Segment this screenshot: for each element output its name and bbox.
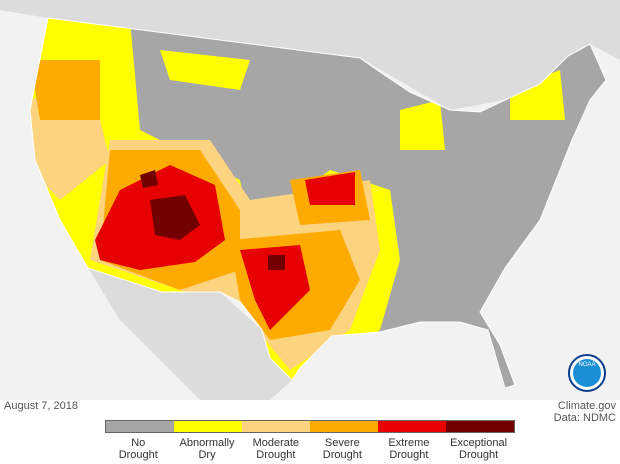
drought-area [160,50,565,150]
source: Data: NDMC [553,412,616,424]
legend-swatch [174,421,242,432]
drought-area [140,170,285,270]
canada [0,0,620,110]
legend-swatch [310,421,378,432]
legend-label: Severe Drought [322,437,362,461]
mexico [88,268,292,400]
legend-swatch [242,421,310,432]
credit: Climate.gov [557,400,616,412]
legend-labels: No Drought Abnormally Dry Moderate Drought… [105,437,515,461]
date: August 7, 2018 [4,400,79,412]
legend-label: Extreme Drought [388,437,430,461]
map: NOAA [0,0,620,400]
legend-label: Abnormally Dry [179,437,235,461]
legend-swatch [106,421,174,432]
legend-label: Moderate Drought [252,437,300,461]
legend [105,420,515,433]
noaa-logo-inner [573,359,601,387]
legend-label: Exceptional Drought [450,437,508,461]
legend-label: No Drought [118,437,158,461]
legend-swatch [378,421,446,432]
logo-text: NOAA [578,362,595,368]
legend-swatch [446,421,514,432]
